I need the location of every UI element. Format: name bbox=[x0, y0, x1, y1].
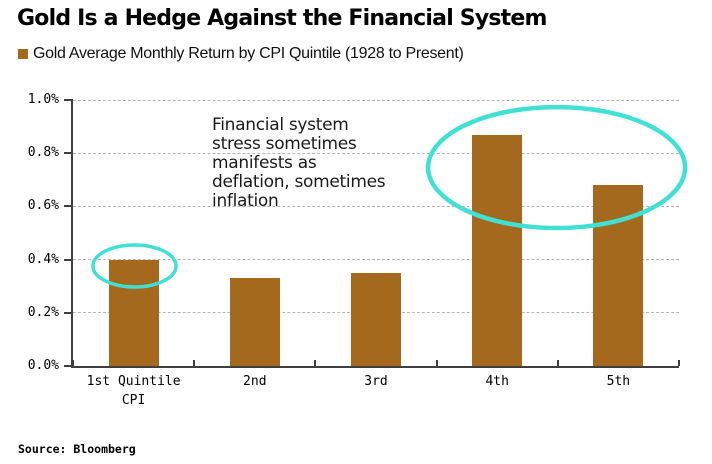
x-axis-label: 4th bbox=[485, 374, 509, 389]
bar bbox=[593, 185, 644, 366]
gridline bbox=[73, 205, 679, 207]
y-axis-tick bbox=[64, 258, 73, 261]
bar bbox=[351, 272, 401, 366]
x-axis-tick bbox=[314, 360, 317, 366]
plot-area: Financial system stress sometimes manife… bbox=[28, 92, 688, 373]
gridline bbox=[73, 259, 679, 261]
x-axis-tick bbox=[556, 360, 559, 366]
highlight-4th-5th-quintiles bbox=[425, 104, 688, 231]
x-axis-label: 5th bbox=[606, 374, 631, 389]
y-axis-tick bbox=[64, 99, 73, 101]
y-axis-tick bbox=[64, 311, 73, 314]
x-axis-label: 1st Quintile CPI bbox=[86, 374, 181, 408]
chart-title: Gold Is a Hedge Against the Financial Sy… bbox=[17, 6, 547, 31]
legend-swatch-icon bbox=[18, 49, 28, 59]
x-axis-labels: 1st Quintile CPI 2nd 3rd 4th 5th bbox=[73, 372, 679, 414]
x-axis-tick bbox=[193, 360, 196, 366]
legend: Gold Average Monthly Return by CPI Quint… bbox=[18, 44, 464, 64]
y-axis-label: 0.4% bbox=[27, 251, 59, 267]
gridline bbox=[73, 152, 679, 154]
annotation-note: Financial system stress sometimes manife… bbox=[212, 115, 386, 211]
x-axis-label: 3rd bbox=[364, 374, 388, 389]
y-axis-tick bbox=[64, 365, 73, 367]
y-axis-label: 0.0% bbox=[27, 358, 59, 373]
x-axis-tick bbox=[678, 360, 680, 366]
x-axis-tick bbox=[72, 360, 74, 366]
y-axis-label: 0.8% bbox=[27, 145, 59, 161]
x-axis-label: 2nd bbox=[243, 374, 267, 389]
x-axis-tick bbox=[435, 360, 438, 366]
y-axis-label: 0.6% bbox=[27, 198, 59, 214]
bar bbox=[472, 134, 523, 366]
y-axis-tick bbox=[64, 205, 73, 208]
y-axis-label: 0.2% bbox=[27, 304, 59, 320]
bar bbox=[229, 278, 280, 366]
y-axis-tick bbox=[64, 152, 73, 155]
source-note: Source: Bloomberg bbox=[18, 442, 136, 456]
bar bbox=[108, 259, 159, 366]
y-axis-label: 1.0% bbox=[27, 92, 59, 107]
legend-label: Gold Average Monthly Return by CPI Quint… bbox=[33, 45, 464, 62]
gridline bbox=[73, 99, 679, 101]
